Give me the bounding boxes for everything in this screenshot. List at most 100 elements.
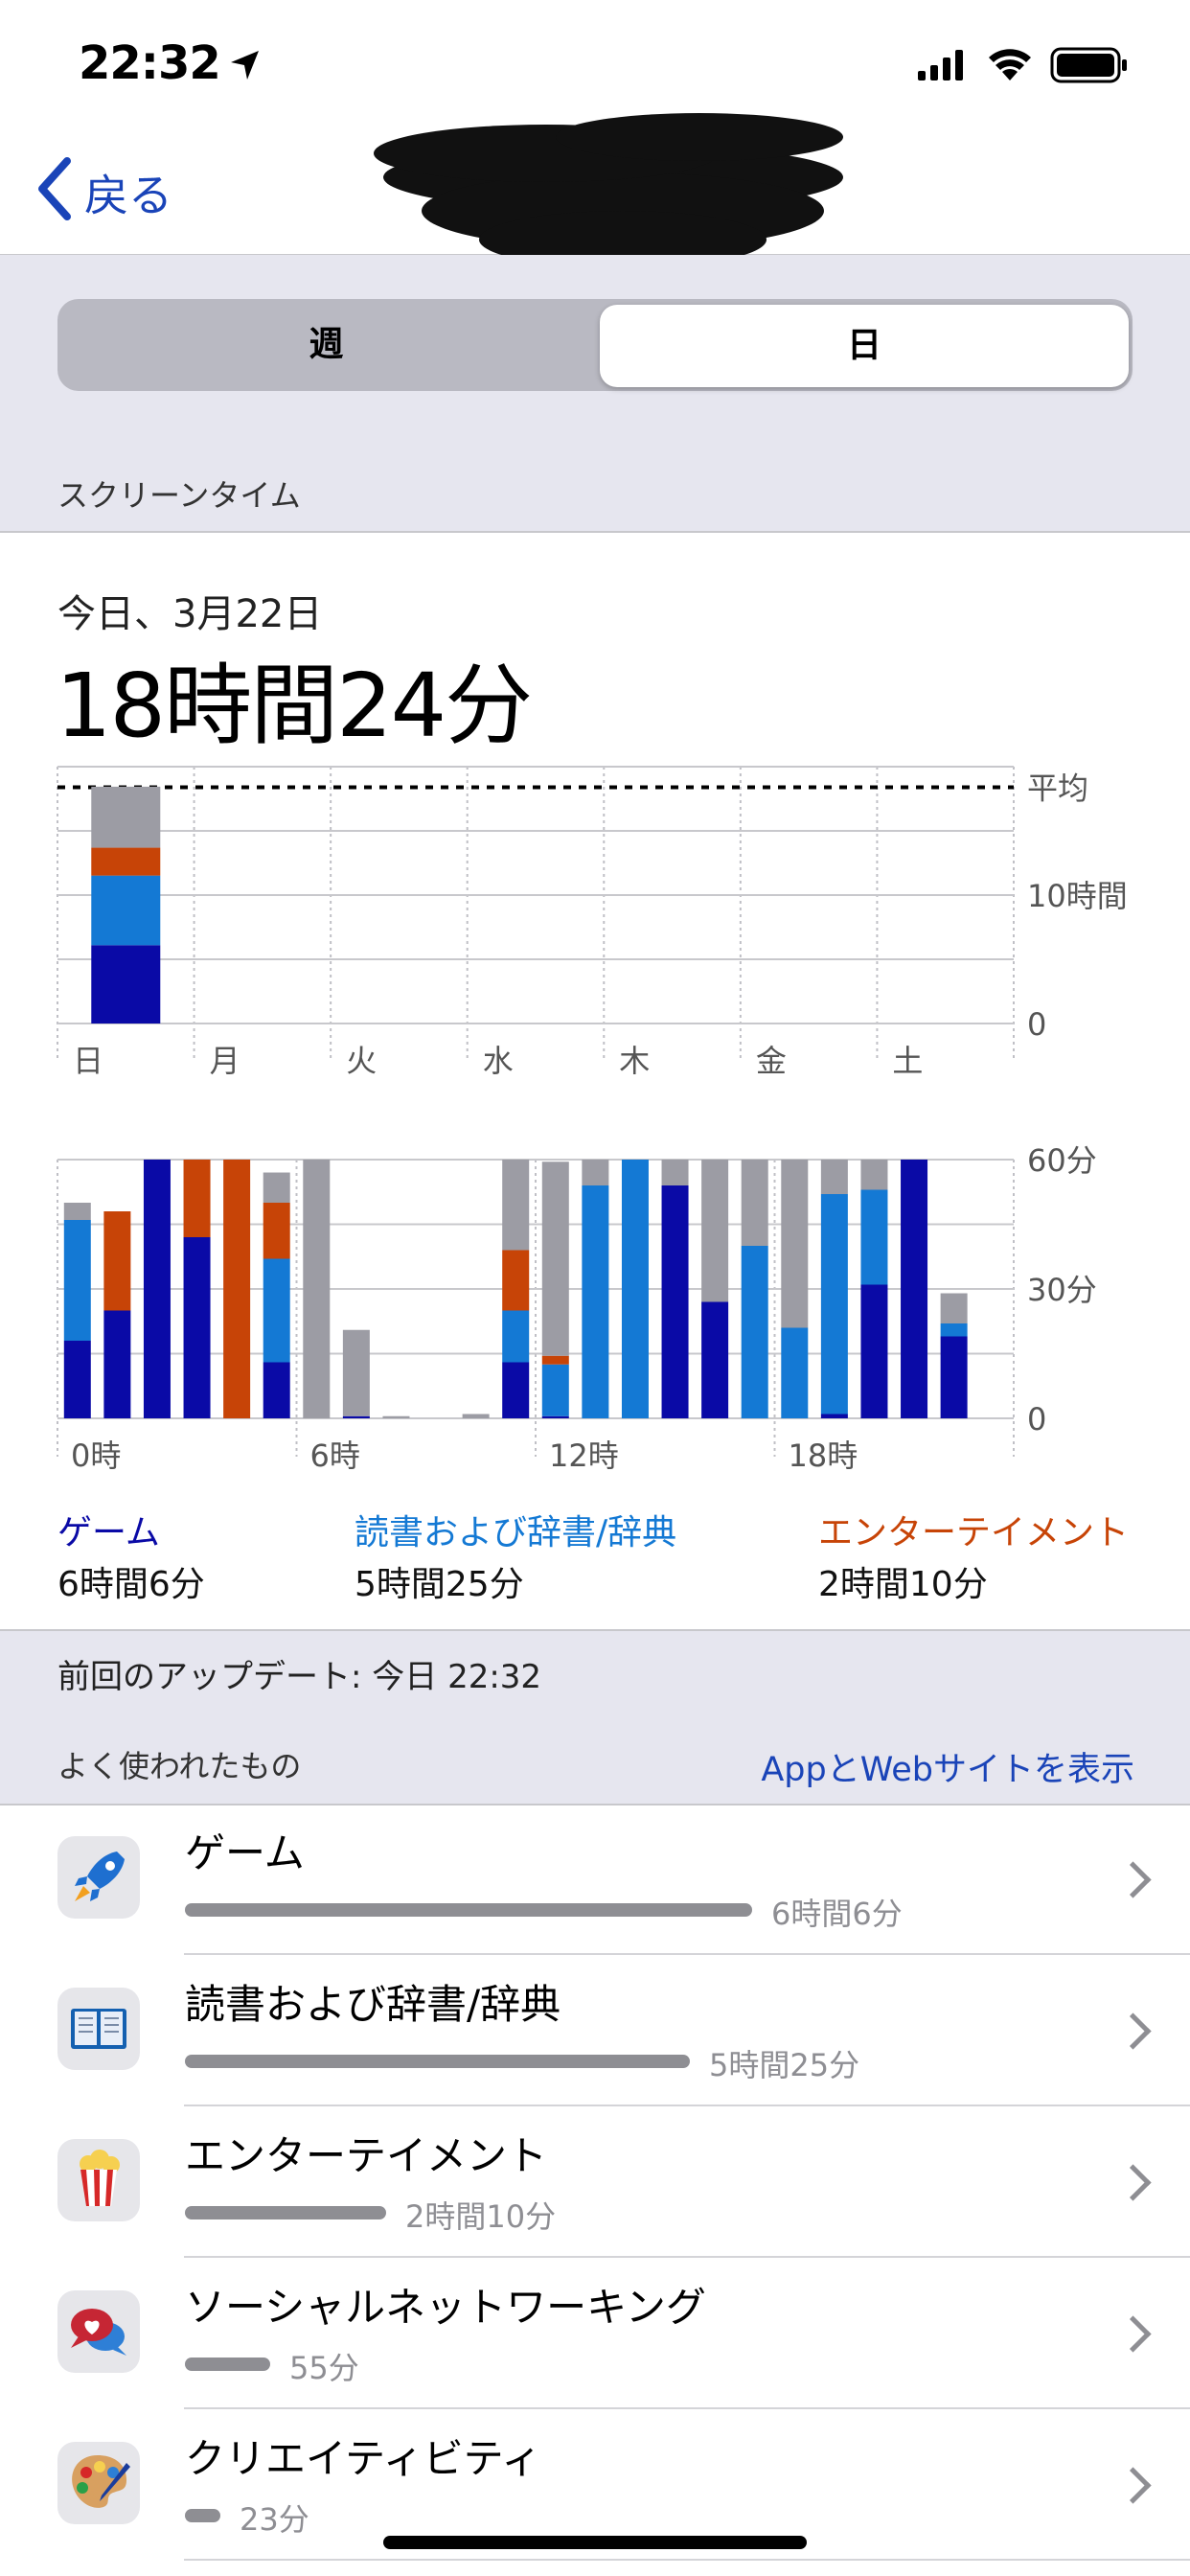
x-tick-label: 金 <box>756 1043 787 1079</box>
bar-reading[interactable] <box>781 1327 809 1419</box>
category-row-reading[interactable]: 読書および辞書/辞典 5時間25分 <box>0 1955 1190 2106</box>
category-row-game[interactable]: ゲーム 6時間6分 <box>0 1804 1190 1955</box>
bar-game[interactable] <box>701 1301 729 1419</box>
bar-other[interactable] <box>91 786 161 848</box>
bar-reading[interactable] <box>91 875 161 946</box>
segment-day[interactable]: 日 <box>846 326 881 365</box>
bar-other[interactable] <box>820 1160 848 1194</box>
section-header-screen-time: スクリーンタイム <box>57 477 301 514</box>
bar-game[interactable] <box>91 945 161 1024</box>
bar-reading[interactable] <box>541 1364 569 1416</box>
legend-reading-label: 読書および辞書/辞典 <box>355 1513 677 1552</box>
back-button[interactable]: 戻る <box>84 170 172 221</box>
bar-game[interactable] <box>940 1336 968 1419</box>
category-row-entertainment[interactable]: エンターテイメント 2時間10分 <box>0 2106 1190 2258</box>
weekly-usage-chart[interactable]: 0 10時間 平均日 月 火 水 木 金 土 <box>0 748 1190 1092</box>
bar-reading[interactable] <box>502 1310 530 1363</box>
segment-week[interactable]: 週 <box>309 325 344 364</box>
bar-entertainment[interactable] <box>541 1355 569 1365</box>
bar-other[interactable] <box>63 1203 91 1220</box>
bar-reading[interactable] <box>940 1323 968 1337</box>
bar-other[interactable] <box>502 1160 530 1251</box>
bar-game[interactable] <box>661 1185 689 1418</box>
x-tick-label: 土 <box>892 1043 923 1079</box>
status-time: 22:32 <box>79 36 221 90</box>
legend-game-label: ゲーム <box>57 1513 160 1552</box>
bar-game[interactable] <box>820 1414 848 1419</box>
category-name: 読書および辞書/辞典 <box>185 1981 561 2028</box>
bar-other[interactable] <box>582 1160 609 1185</box>
bar-other[interactable] <box>462 1414 490 1419</box>
chat-heart-icon <box>57 2290 140 2373</box>
bar-other[interactable] <box>860 1160 888 1190</box>
usage-time: 5時間25分 <box>709 2047 860 2083</box>
bar-entertainment[interactable] <box>91 847 161 876</box>
last-update-text: 前回のアップデート: 今日 22:32 <box>57 1658 542 1696</box>
x-tick-label: 6時 <box>310 1438 360 1474</box>
row-separator <box>184 2104 1190 2106</box>
chevron-right-icon <box>1114 2164 1152 2201</box>
bar-entertainment[interactable] <box>502 1250 530 1311</box>
bar-game[interactable] <box>263 1362 290 1419</box>
bar-reading[interactable] <box>820 1194 848 1414</box>
category-row-social[interactable]: ソーシャルネットワーキング 55分 <box>0 2258 1190 2409</box>
bar-reading[interactable] <box>263 1258 290 1363</box>
category-name: ゲーム <box>185 1829 305 1876</box>
chevron-left-icon[interactable] <box>34 157 73 220</box>
bar-game[interactable] <box>143 1160 171 1418</box>
bar-reading[interactable] <box>63 1220 91 1341</box>
y-tick-label: 30分 <box>1027 1272 1097 1308</box>
bar-other[interactable] <box>303 1160 331 1418</box>
bar-game[interactable] <box>502 1362 530 1419</box>
chevron-right-icon <box>1114 1861 1152 1898</box>
bar-other[interactable] <box>342 1329 370 1416</box>
info-section <box>0 1629 1190 1806</box>
bar-other[interactable] <box>741 1160 768 1246</box>
segment-day-selected <box>600 305 1129 387</box>
x-tick-label: 月 <box>210 1043 240 1079</box>
bar-other[interactable] <box>940 1293 968 1324</box>
usage-bar <box>185 1903 752 1917</box>
y-tick-label: 0 <box>1027 1401 1046 1438</box>
legend-reading-value: 5時間25分 <box>355 1565 524 1604</box>
y-tick-label: 60分 <box>1027 1142 1097 1179</box>
bar-other[interactable] <box>661 1160 689 1185</box>
bar-other[interactable] <box>263 1172 290 1204</box>
bar-entertainment[interactable] <box>103 1211 131 1311</box>
x-tick-label: 18時 <box>789 1438 858 1474</box>
category-name: クリエイティビティ <box>185 2435 542 2482</box>
bar-other[interactable] <box>781 1160 809 1328</box>
show-apps-websites-link[interactable]: AppとWebサイトを表示 <box>761 1751 1134 1789</box>
y-tick-label: 10時間 <box>1027 878 1128 914</box>
bar-reading[interactable] <box>621 1160 649 1418</box>
bar-other[interactable] <box>541 1162 569 1356</box>
bar-other[interactable] <box>382 1415 410 1418</box>
bar-entertainment[interactable] <box>183 1160 211 1237</box>
bar-game[interactable] <box>860 1284 888 1419</box>
x-tick-label: 12時 <box>549 1438 619 1474</box>
x-tick-label: 火 <box>346 1043 377 1079</box>
redacted-title <box>364 105 881 288</box>
row-separator <box>184 1953 1190 1955</box>
x-tick-label: 木 <box>619 1043 650 1079</box>
bar-reading[interactable] <box>860 1189 888 1285</box>
y-tick-label: 平均 <box>1027 770 1088 806</box>
bar-game[interactable] <box>103 1310 131 1419</box>
usage-bar <box>185 2206 386 2220</box>
wifi-icon <box>989 49 1031 80</box>
bar-reading[interactable] <box>582 1185 609 1418</box>
bar-reading[interactable] <box>741 1246 768 1418</box>
chevron-right-icon <box>1114 2315 1152 2353</box>
bar-other[interactable] <box>701 1160 729 1302</box>
category-row-creativity[interactable]: クリエイティビティ 23分 <box>0 2409 1190 2561</box>
battery-icon <box>1050 47 1127 83</box>
bar-game[interactable] <box>342 1415 370 1418</box>
category-name: ソーシャルネットワーキング <box>185 2284 706 2331</box>
bar-game[interactable] <box>183 1237 211 1418</box>
bar-entertainment[interactable] <box>223 1160 251 1418</box>
bar-entertainment[interactable] <box>263 1203 290 1259</box>
bar-game[interactable] <box>63 1341 91 1418</box>
bar-game[interactable] <box>541 1415 569 1418</box>
hourly-usage-chart[interactable]: 0 30分 60分 0時 6時 12時 18時 <box>0 1140 1190 1485</box>
bar-game[interactable] <box>901 1160 928 1418</box>
